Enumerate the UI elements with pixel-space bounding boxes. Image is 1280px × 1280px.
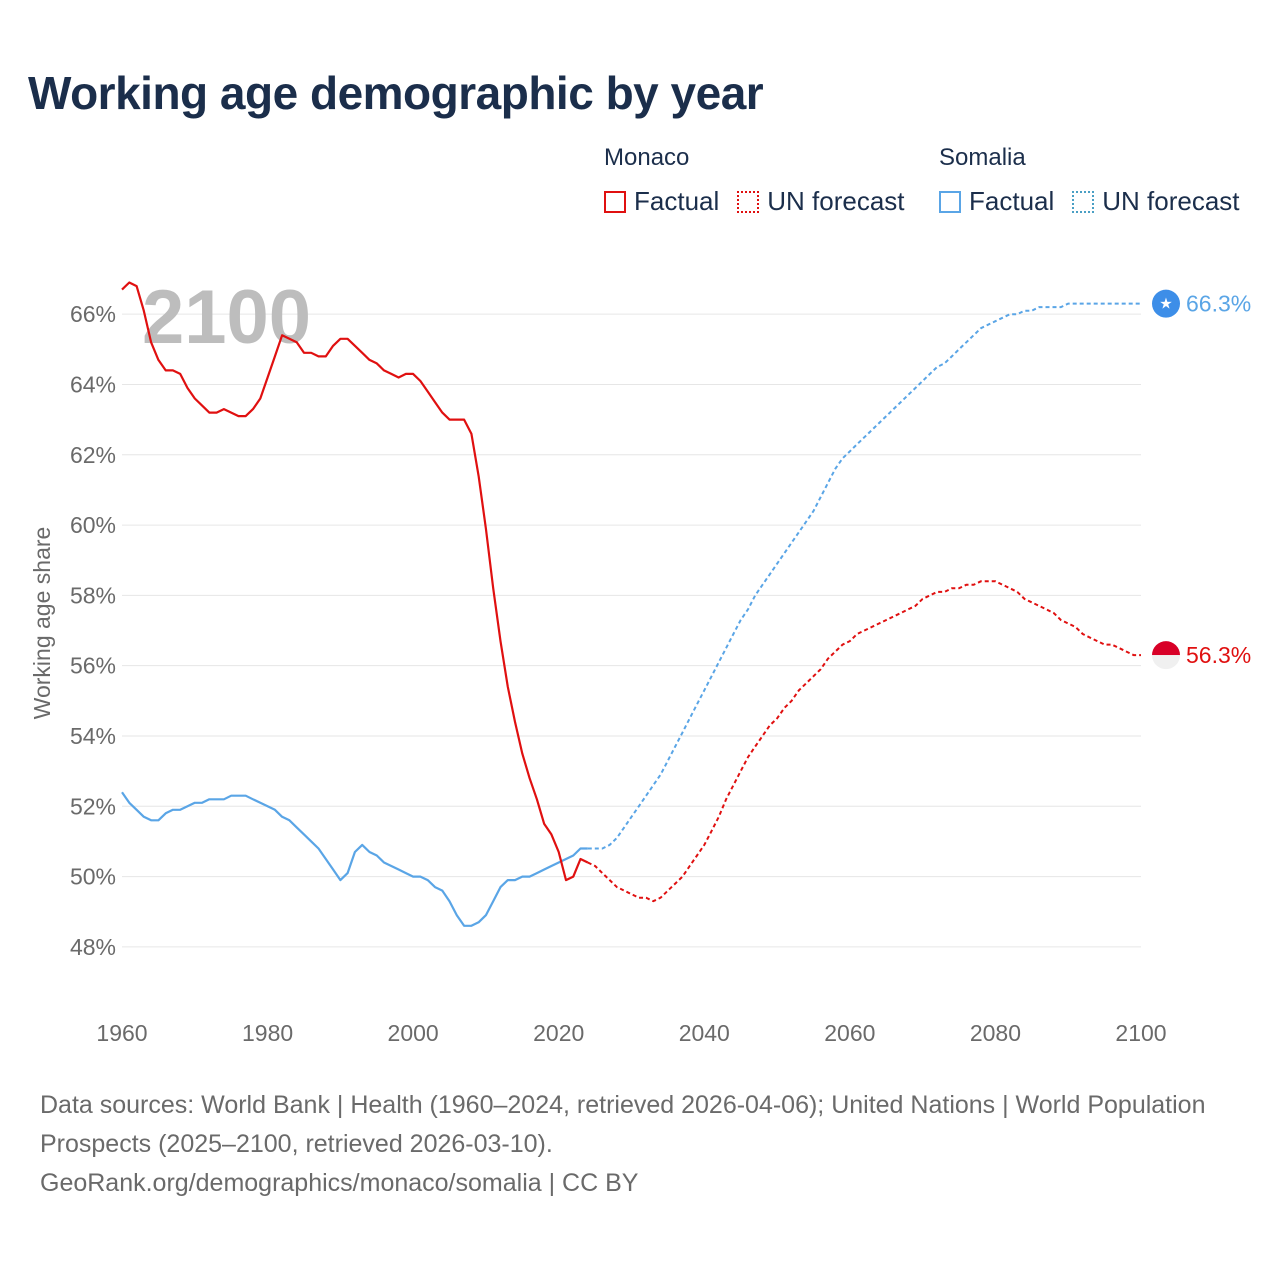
- legend-monaco-factual-label: Factual: [634, 186, 720, 216]
- year-watermark: 2100: [142, 275, 311, 360]
- legend-monaco-factual[interactable]: Factual: [604, 186, 719, 217]
- monaco-factual-line: [121, 281, 589, 882]
- y-axis-ticks: 48% 50% 52% 54% 56% 58% 60% 62% 64% 66%: [70, 301, 116, 960]
- x-tick-label: 2100: [1115, 1020, 1166, 1046]
- grid-lines: [122, 313, 1141, 948]
- footer-sources: Data sources: World Bank | Health (1960–…: [40, 1091, 1206, 1158]
- y-tick-label: 64%: [70, 371, 116, 397]
- x-axis-ticks: 1960 1980 2000 2020 2040 2060 2080 2100: [96, 1020, 1166, 1046]
- x-tick-label: 2080: [970, 1020, 1021, 1046]
- monaco-flag-icon: [1152, 641, 1181, 670]
- footer-credit[interactable]: GeoRank.org/demographics/monaco/somalia …: [40, 1169, 639, 1197]
- x-tick-label: 2020: [533, 1020, 584, 1046]
- legend-somalia-factual-swatch: [939, 190, 961, 213]
- legend-monaco-factual-swatch: [604, 190, 626, 213]
- monaco-forecast-line: [587, 580, 1141, 903]
- footer: Data sources: World Bank | Health (1960–…: [40, 1086, 1220, 1203]
- x-tick-label: 1960: [96, 1020, 147, 1046]
- x-tick-label: 1980: [242, 1020, 293, 1046]
- y-tick-label: 48%: [70, 934, 116, 960]
- legend-somalia-factual[interactable]: Factual: [939, 186, 1054, 217]
- x-tick-label: 2040: [679, 1020, 730, 1046]
- end-markers: 56.3% ★ 66.3%: [1152, 289, 1251, 670]
- legend-somalia-factual-label: Factual: [969, 186, 1055, 216]
- y-axis-label: Working age share: [29, 527, 55, 720]
- y-tick-label: 54%: [70, 723, 116, 749]
- svg-text:★: ★: [1159, 295, 1172, 313]
- x-tick-label: 2060: [824, 1020, 875, 1046]
- legend-somalia-forecast-label: UN forecast: [1102, 186, 1240, 216]
- x-tick-label: 2000: [388, 1020, 439, 1046]
- line-chart: 2100 48% 50% 52% 54% 56% 58% 60% 62% 64% 66% 1960…: [29, 275, 1251, 1046]
- legend-group-monaco: Monaco Factual UN forecast: [604, 144, 923, 217]
- y-tick-label: 50%: [70, 864, 116, 890]
- legend-monaco-forecast-swatch: [737, 190, 760, 213]
- legend-monaco-forecast[interactable]: UN forecast: [737, 186, 905, 217]
- chart-title: Working age demographic by year: [28, 67, 764, 119]
- y-tick-label: 56%: [70, 653, 116, 679]
- y-tick-label: 60%: [70, 512, 116, 538]
- y-tick-label: 58%: [70, 582, 116, 608]
- somalia-end-label: 66.3%: [1186, 291, 1251, 317]
- y-tick-label: 66%: [70, 301, 116, 327]
- legend-monaco-forecast-label: UN forecast: [767, 186, 905, 216]
- legend-monaco-title: Monaco: [604, 144, 690, 171]
- somalia-factual-line: [121, 791, 588, 927]
- series-lines: [121, 281, 1141, 927]
- somalia-flag-icon: ★: [1152, 289, 1180, 318]
- y-tick-label: 62%: [70, 442, 116, 468]
- legend-somalia-forecast[interactable]: UN forecast: [1072, 186, 1240, 217]
- monaco-end-label: 56.3%: [1186, 642, 1251, 668]
- somalia-forecast-line: [587, 302, 1141, 850]
- legend-group-somalia: Somalia Factual UN forecast: [939, 144, 1258, 217]
- y-tick-label: 52%: [70, 793, 116, 819]
- legend-somalia-title: Somalia: [939, 144, 1026, 171]
- legend-somalia-forecast-swatch: [1072, 190, 1095, 213]
